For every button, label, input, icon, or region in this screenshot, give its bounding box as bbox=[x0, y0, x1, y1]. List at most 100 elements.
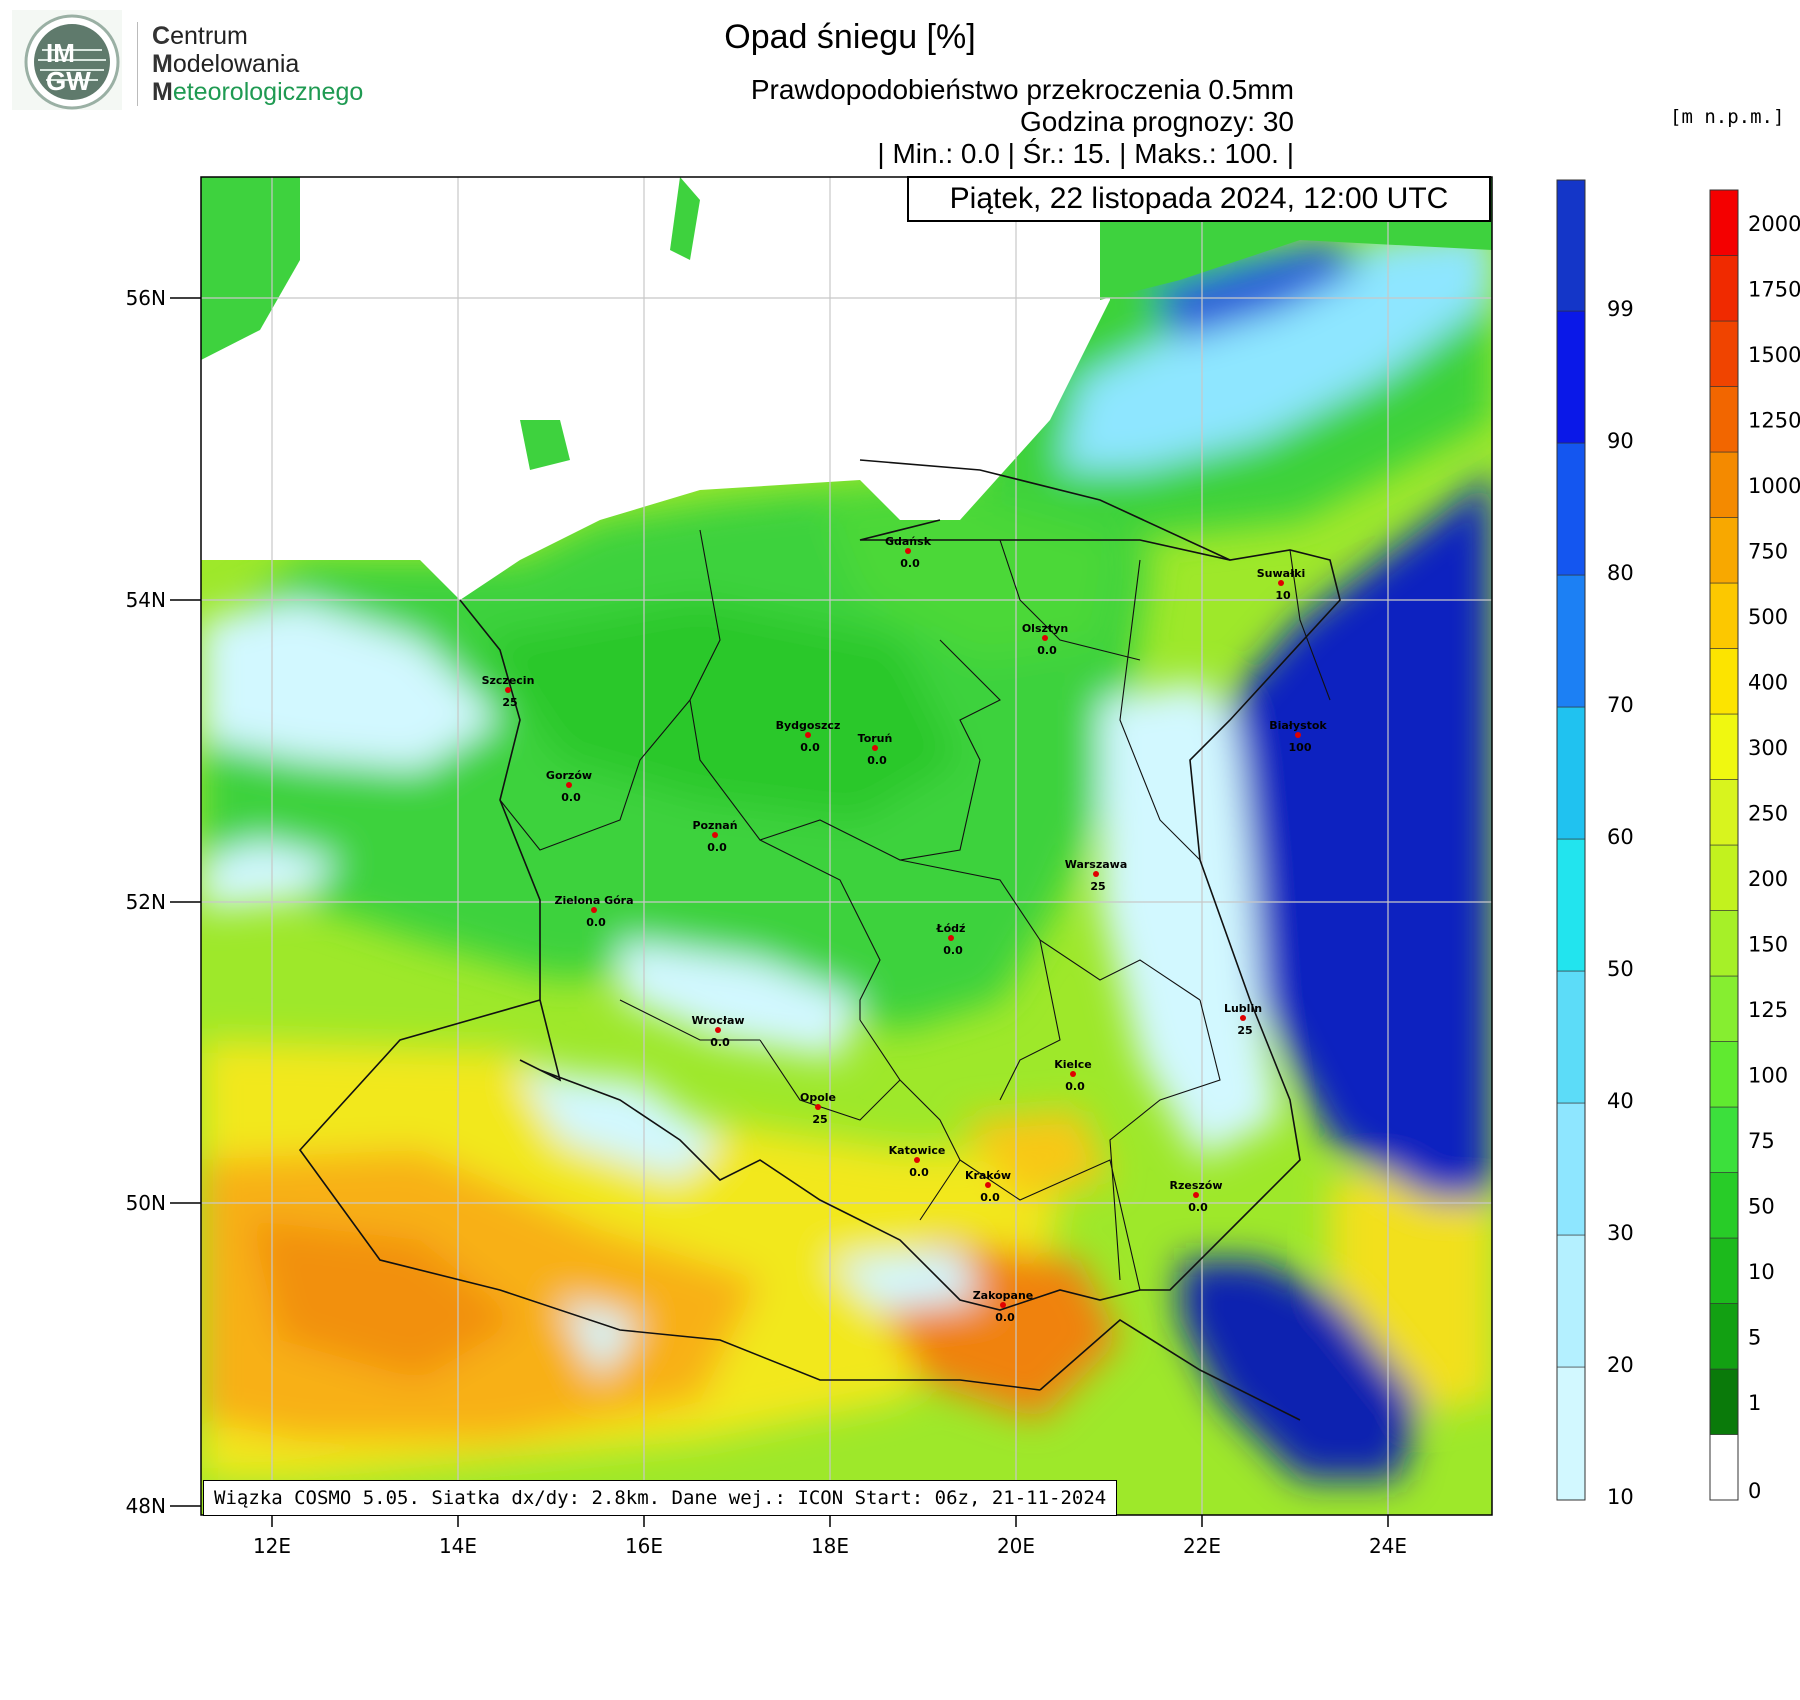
elevation-band bbox=[1709, 975, 1739, 1042]
station-dot-icon bbox=[914, 1157, 920, 1163]
y-tick-label: 52N bbox=[126, 890, 166, 914]
station-name: Olsztyn bbox=[1022, 622, 1068, 635]
elevation-band bbox=[1709, 1172, 1739, 1239]
date-box: Piątek, 22 listopada 2024, 12:00 UTC bbox=[907, 176, 1491, 222]
station-name: Zakopane bbox=[973, 1289, 1034, 1302]
elevation-level: 1000 bbox=[1748, 474, 1800, 498]
station-name: Łódź bbox=[936, 922, 966, 935]
axis-labels: 12E 14E 16E 18E 20E 22E 24E 56N 54N 52N 50N 48N bbox=[126, 286, 1407, 1558]
elevation-level: 50 bbox=[1748, 1194, 1775, 1218]
station-dot-icon bbox=[805, 732, 811, 738]
station-name: Wrocław bbox=[691, 1014, 744, 1027]
station-value: 25 bbox=[1090, 880, 1105, 893]
station-dot-icon bbox=[712, 832, 718, 838]
elevation-band bbox=[1709, 779, 1739, 846]
elevation-level: 1750 bbox=[1748, 277, 1800, 301]
stations: Gdańsk 0.0 Suwałki 10 Olsztyn 0.0 Szczecin 25 By… bbox=[482, 535, 1328, 1324]
graticule bbox=[201, 177, 1492, 1515]
probability-level: 60 bbox=[1607, 825, 1634, 849]
probability-level: 80 bbox=[1607, 561, 1634, 585]
station-dot-icon bbox=[815, 1104, 821, 1110]
station-dot-icon bbox=[1193, 1192, 1199, 1198]
x-tick-label: 22E bbox=[1183, 1534, 1221, 1558]
elevation-band bbox=[1709, 386, 1739, 453]
probability-band bbox=[1556, 442, 1586, 576]
station-marker: Poznań 0.0 bbox=[692, 819, 737, 854]
probability-band bbox=[1556, 1102, 1586, 1236]
station-marker: Kielce 0.0 bbox=[1054, 1058, 1092, 1093]
station-dot-icon bbox=[715, 1027, 721, 1033]
station-marker: Białystok 100 bbox=[1269, 719, 1327, 754]
chart-subtitle: Prawdopodobieństwo przekroczenia 0.5mm bbox=[750, 74, 1294, 105]
station-name: Białystok bbox=[1269, 719, 1327, 732]
probability-band bbox=[1556, 1366, 1586, 1501]
station-dot-icon bbox=[1093, 871, 1099, 877]
elevation-band bbox=[1709, 1303, 1739, 1370]
probability-band bbox=[1556, 179, 1586, 312]
station-marker: Kraków 0.0 bbox=[965, 1169, 1011, 1204]
station-marker: Zielona Góra 0.0 bbox=[554, 894, 633, 929]
station-value: 0.0 bbox=[561, 791, 581, 804]
station-marker: Toruń 0.0 bbox=[858, 732, 893, 767]
elevation-level: 5 bbox=[1748, 1325, 1761, 1349]
elevation-band bbox=[1709, 255, 1739, 322]
elevation-level: 0 bbox=[1748, 1479, 1761, 1503]
imgw-logo-icon: IM GW bbox=[12, 10, 122, 110]
station-dot-icon bbox=[872, 745, 878, 751]
elevation-band bbox=[1709, 582, 1739, 649]
station-value: 0.0 bbox=[800, 741, 820, 754]
station-dot-icon bbox=[1295, 732, 1301, 738]
station-dot-icon bbox=[566, 782, 572, 788]
elevation-band bbox=[1709, 320, 1739, 387]
x-tick-label: 16E bbox=[625, 1534, 663, 1558]
station-value: 0.0 bbox=[1065, 1080, 1085, 1093]
probability-level: 99 bbox=[1607, 297, 1634, 321]
y-tick-label: 48N bbox=[126, 1494, 166, 1518]
probability-level: 90 bbox=[1607, 429, 1634, 453]
station-name: Toruń bbox=[858, 732, 893, 745]
logo-divider bbox=[137, 22, 138, 106]
elevation-band bbox=[1709, 1237, 1739, 1304]
elevation-level: 750 bbox=[1748, 539, 1788, 563]
svg-text:IM: IM bbox=[46, 38, 75, 68]
elevation-unit: [m n.p.m.] bbox=[1670, 106, 1785, 128]
station-dot-icon bbox=[1000, 1302, 1006, 1308]
station-marker: Bydgoszcz 0.0 bbox=[776, 719, 841, 754]
elevation-level: 1250 bbox=[1748, 408, 1800, 432]
elevation-level: 100 bbox=[1748, 1063, 1788, 1087]
x-tick-label: 24E bbox=[1369, 1534, 1407, 1558]
probability-band bbox=[1556, 310, 1586, 444]
station-dot-icon bbox=[1042, 635, 1048, 641]
station-dot-icon bbox=[505, 687, 511, 693]
elevation-level: 300 bbox=[1748, 736, 1788, 760]
station-marker: Lublin 25 bbox=[1224, 1002, 1262, 1037]
x-tick-label: 18E bbox=[811, 1534, 849, 1558]
station-value: 0.0 bbox=[867, 754, 887, 767]
elevation-band bbox=[1709, 713, 1739, 780]
elevation-level: 1500 bbox=[1748, 343, 1800, 367]
station-name: Lublin bbox=[1224, 1002, 1262, 1015]
station-value: 25 bbox=[812, 1113, 827, 1126]
elevation-level: 200 bbox=[1748, 867, 1788, 891]
probability-band bbox=[1556, 1234, 1586, 1368]
probability-level: 30 bbox=[1607, 1221, 1634, 1245]
station-marker: Łódź 0.0 bbox=[936, 922, 966, 957]
elevation-band bbox=[1709, 1368, 1739, 1435]
station-marker: Gorzów 0.0 bbox=[546, 769, 592, 804]
station-dot-icon bbox=[985, 1182, 991, 1188]
elevation-band bbox=[1709, 1041, 1739, 1108]
station-value: 0.0 bbox=[710, 1036, 730, 1049]
station-value: 0.0 bbox=[943, 944, 963, 957]
station-value: 25 bbox=[502, 696, 517, 709]
station-dot-icon bbox=[1278, 580, 1284, 586]
station-marker: Zakopane 0.0 bbox=[973, 1289, 1034, 1324]
station-name: Opole bbox=[800, 1091, 836, 1104]
x-tick-label: 20E bbox=[997, 1534, 1035, 1558]
probability-band bbox=[1556, 574, 1586, 708]
station-name: Kraków bbox=[965, 1169, 1011, 1182]
elevation-level: 250 bbox=[1748, 801, 1788, 825]
elevation-frame bbox=[1709, 189, 1739, 1501]
station-marker: Rzeszów 0.0 bbox=[1169, 1179, 1222, 1214]
station-marker: Gdańsk 0.0 bbox=[885, 535, 932, 570]
